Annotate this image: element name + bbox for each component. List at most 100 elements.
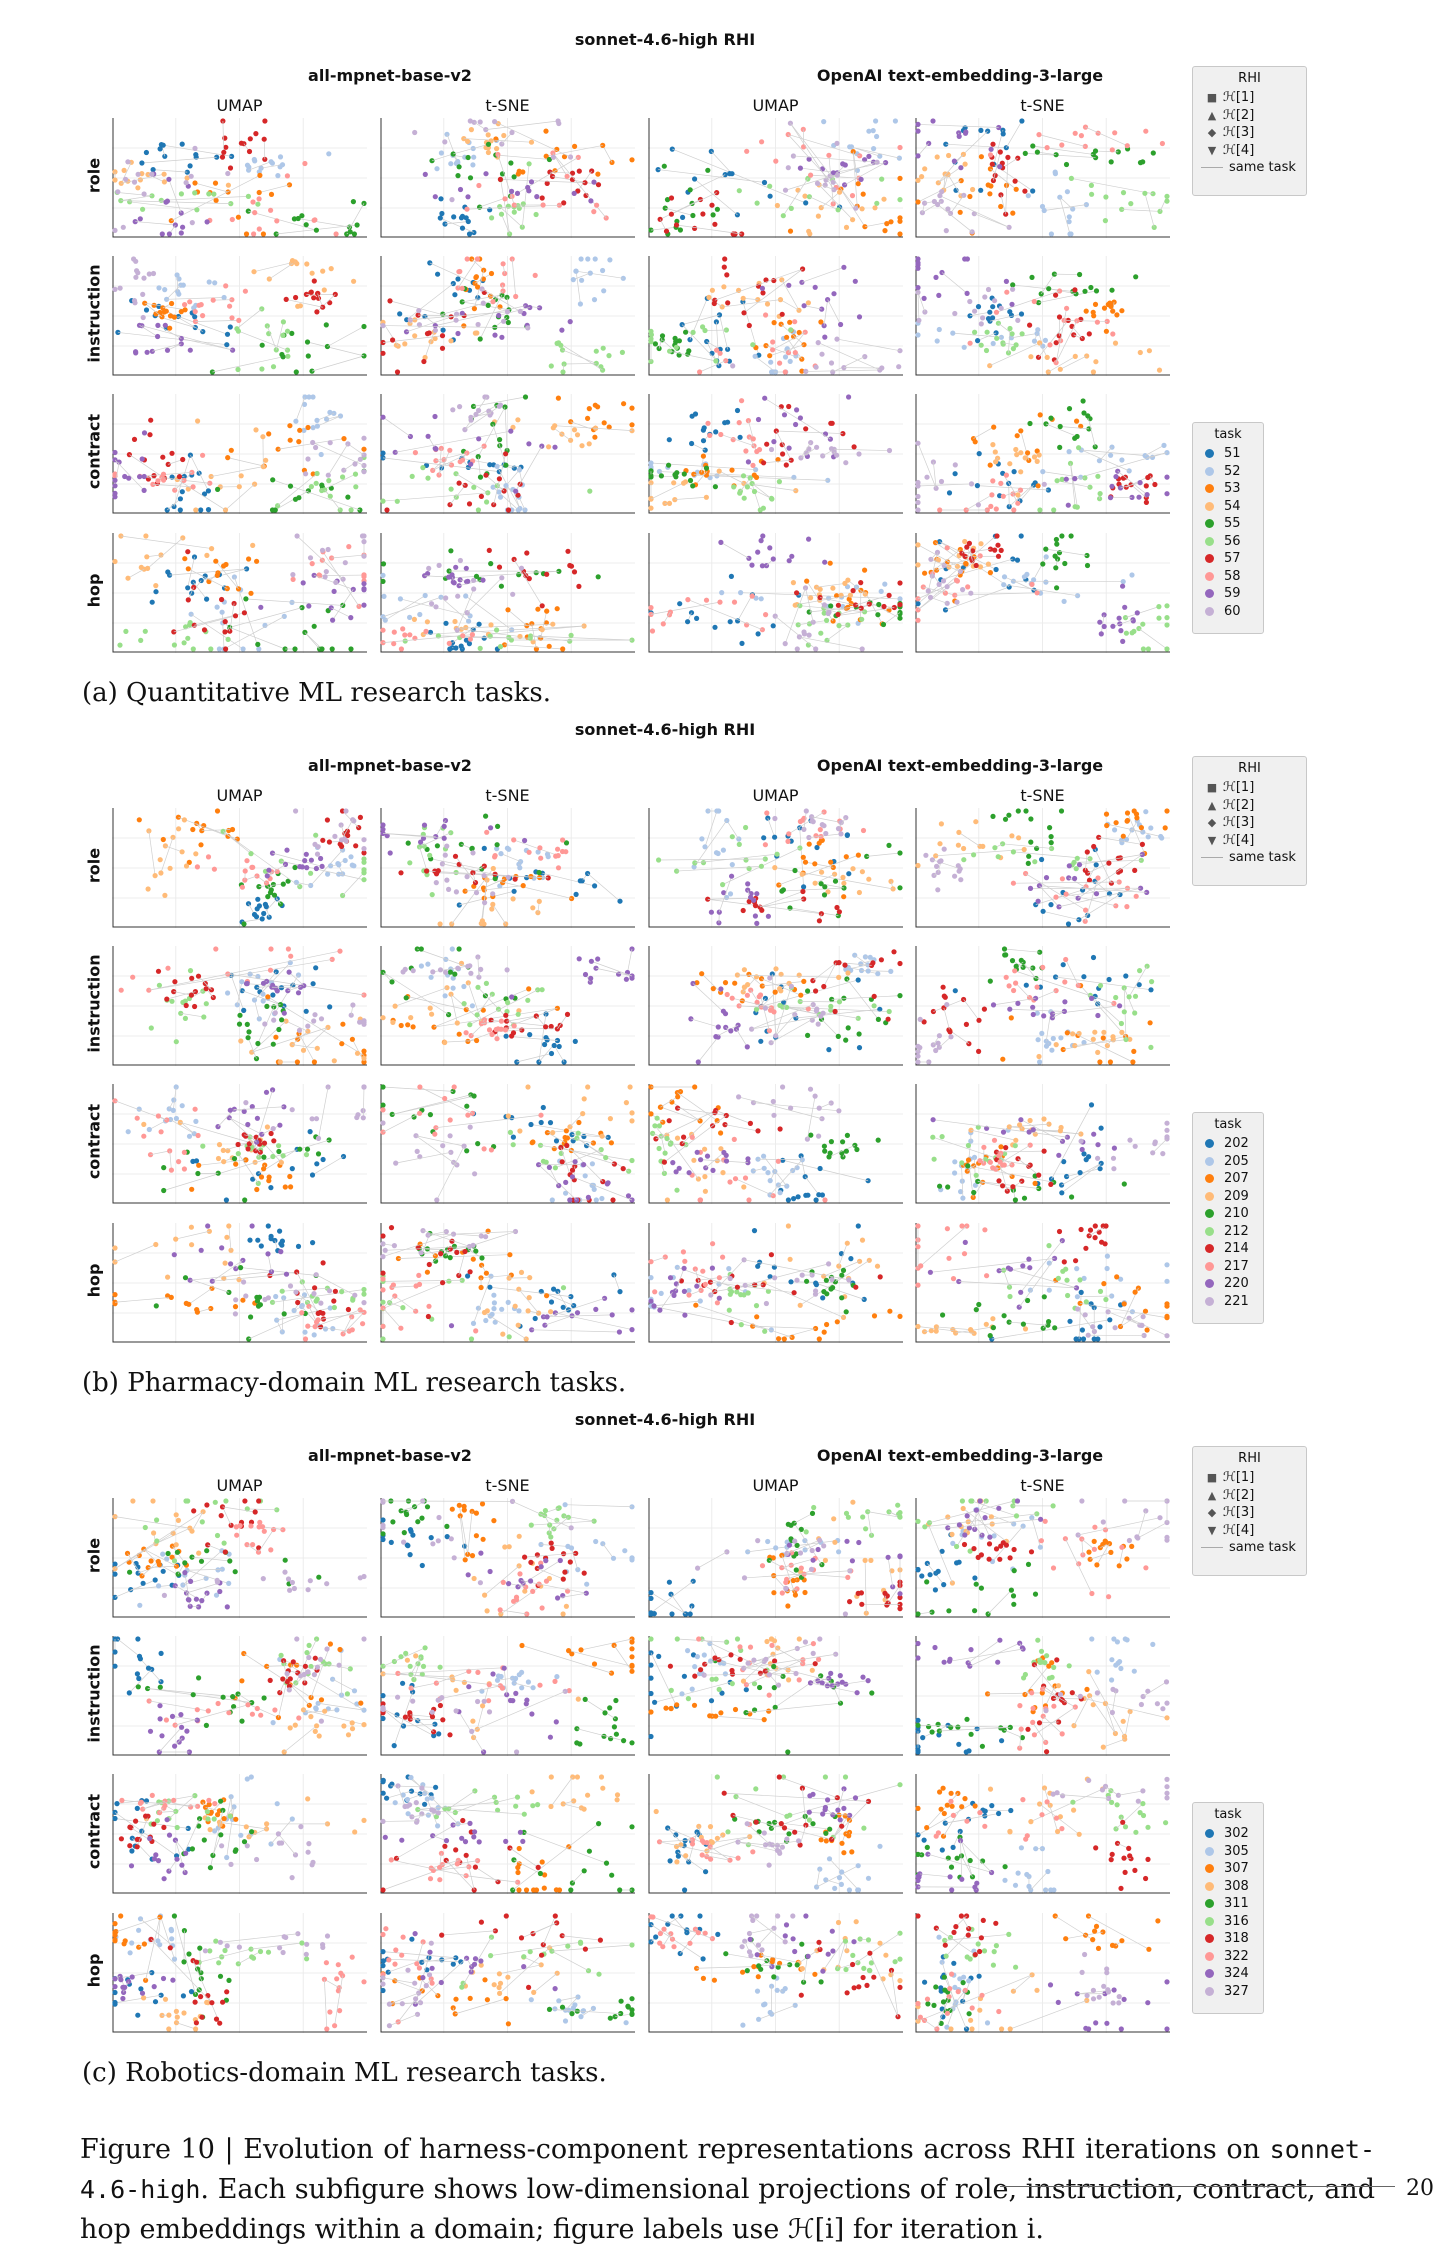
data-point — [975, 483, 980, 488]
data-point — [759, 864, 764, 869]
data-point — [550, 622, 555, 627]
data-point — [184, 1003, 189, 1008]
data-point — [160, 231, 165, 236]
data-point — [143, 533, 148, 538]
data-point — [538, 1113, 543, 1118]
data-point — [1001, 494, 1006, 499]
data-point — [189, 976, 194, 981]
data-point — [339, 1041, 344, 1046]
data-point — [833, 879, 838, 884]
data-point — [1014, 964, 1019, 969]
same-task-line — [833, 357, 865, 372]
data-point — [142, 191, 147, 196]
data-point — [916, 318, 921, 323]
same-task-line — [305, 632, 322, 649]
marker-icon: ▲ — [1201, 109, 1223, 122]
data-point — [567, 563, 572, 568]
data-point — [1053, 895, 1058, 900]
data-point — [516, 572, 521, 577]
data-point — [587, 406, 592, 411]
data-point — [961, 857, 966, 862]
data-point — [427, 853, 432, 858]
data-point — [721, 848, 726, 853]
data-point — [815, 181, 820, 186]
same-task-line — [505, 407, 507, 451]
data-point — [1003, 952, 1008, 957]
data-point — [381, 561, 386, 566]
data-point — [312, 624, 317, 629]
same-task-line — [501, 854, 521, 862]
data-point — [774, 428, 779, 433]
scatter-panel — [380, 946, 635, 1066]
data-point — [490, 902, 495, 907]
data-point — [432, 1132, 437, 1137]
data-point — [546, 444, 551, 449]
data-point — [498, 177, 503, 182]
data-point — [253, 131, 258, 136]
data-point — [897, 231, 902, 236]
data-point — [947, 1029, 952, 1034]
data-point — [570, 1174, 575, 1179]
data-point — [361, 837, 366, 842]
data-point — [425, 476, 430, 481]
data-point — [876, 1017, 881, 1022]
data-point — [961, 193, 966, 198]
data-point — [1160, 141, 1165, 146]
data-point — [1093, 359, 1098, 364]
data-point — [602, 420, 607, 425]
data-point — [1007, 461, 1012, 466]
data-point — [278, 1059, 283, 1064]
data-point — [450, 407, 455, 412]
data-point — [361, 324, 366, 329]
data-point — [278, 154, 283, 159]
same-task-line — [768, 818, 775, 837]
data-point — [688, 187, 693, 192]
data-point — [237, 1022, 242, 1027]
data-point — [963, 129, 968, 134]
suptitle: sonnet-4.6-high RHI — [0, 30, 1330, 49]
same-task-line — [223, 831, 251, 853]
data-point — [718, 540, 723, 545]
data-point — [433, 194, 438, 199]
same-task-line — [760, 899, 804, 907]
data-point — [1084, 353, 1089, 358]
same-task-line — [562, 350, 596, 363]
data-point — [345, 495, 350, 500]
data-point — [482, 846, 487, 851]
data-point — [775, 203, 780, 208]
data-point — [748, 895, 753, 900]
data-point — [511, 1030, 516, 1035]
data-point — [511, 837, 516, 842]
data-point — [807, 633, 812, 638]
data-point — [831, 291, 836, 296]
data-point — [721, 1009, 726, 1014]
data-point — [204, 1001, 209, 1006]
data-point — [583, 972, 588, 977]
data-point — [741, 296, 746, 301]
data-point — [309, 290, 314, 295]
same-task-line — [755, 356, 775, 372]
data-point — [480, 918, 485, 923]
data-point — [244, 231, 249, 236]
data-point — [1088, 285, 1093, 290]
data-point — [957, 134, 962, 139]
data-point — [1093, 148, 1098, 153]
data-point — [915, 199, 920, 204]
data-point — [172, 642, 177, 647]
data-point — [417, 612, 422, 617]
data-point — [941, 985, 946, 990]
data-point — [629, 422, 634, 427]
data-point — [596, 574, 601, 579]
data-point — [517, 506, 522, 511]
data-point — [1064, 477, 1069, 482]
data-point — [361, 1056, 366, 1061]
data-point — [391, 641, 396, 646]
data-point — [713, 358, 718, 363]
data-point — [691, 330, 696, 335]
data-point — [985, 330, 990, 335]
data-point — [235, 367, 240, 372]
data-point — [988, 152, 993, 157]
data-point — [137, 323, 142, 328]
data-point — [718, 432, 723, 437]
data-point — [452, 619, 457, 624]
